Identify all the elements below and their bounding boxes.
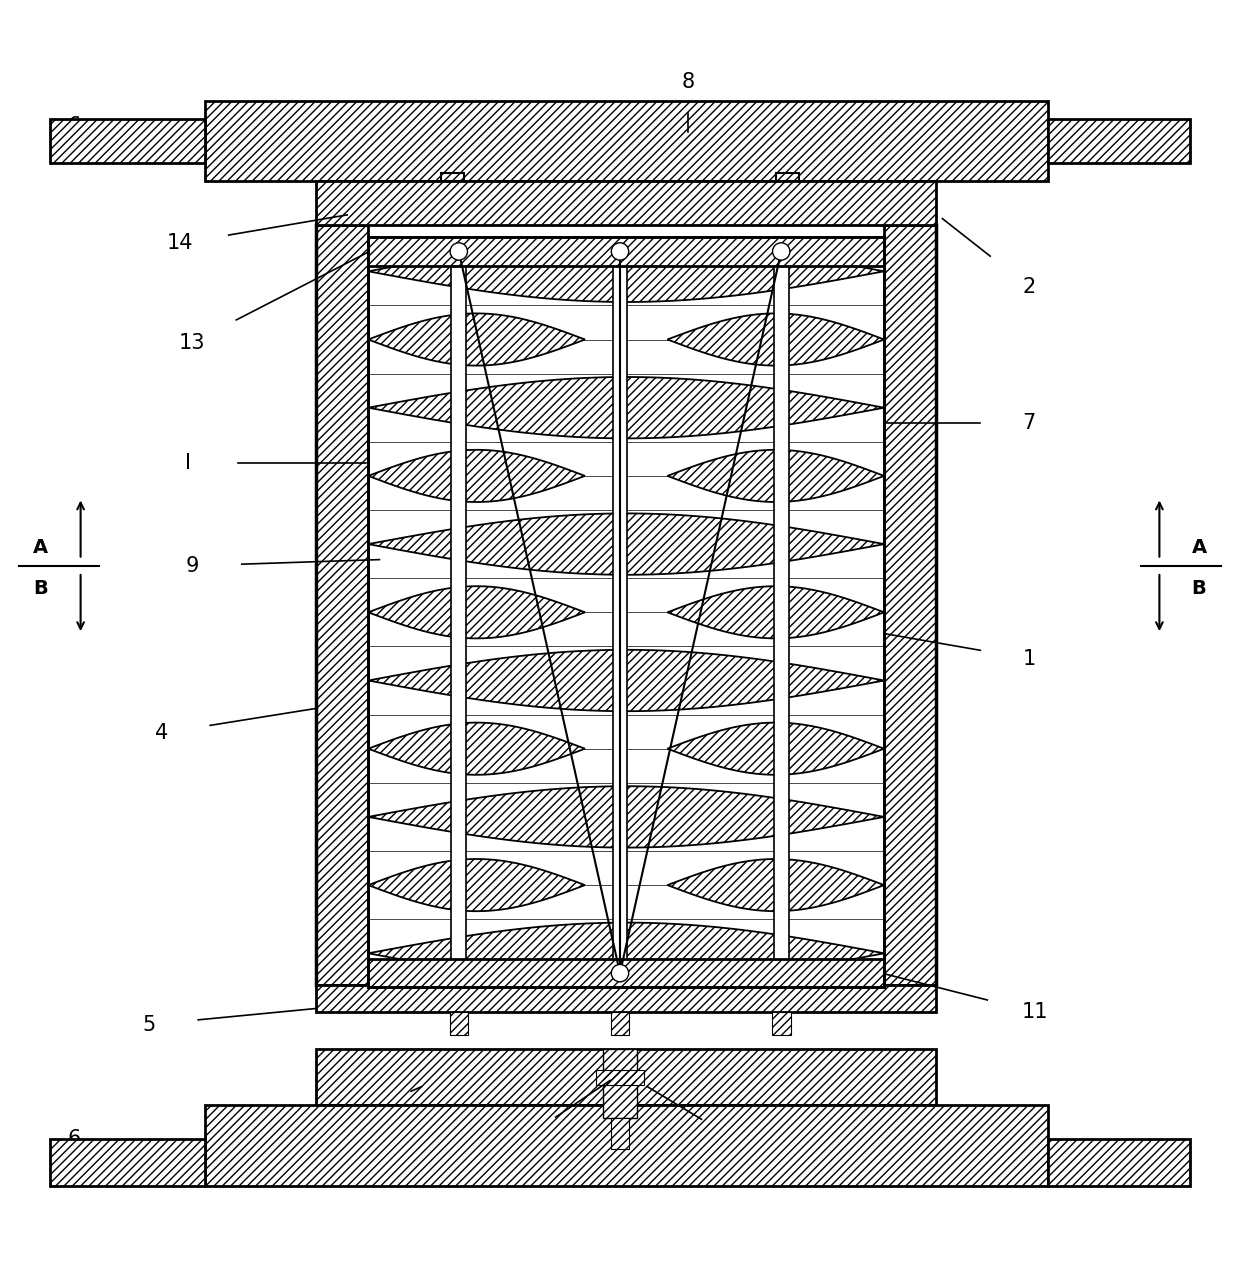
- Polygon shape: [368, 858, 585, 912]
- Bar: [316, 181, 936, 224]
- Bar: [776, 174, 799, 181]
- Text: 6: 6: [68, 1129, 81, 1149]
- Bar: [368, 237, 884, 266]
- Bar: [316, 224, 368, 985]
- Bar: [50, 1139, 205, 1186]
- Bar: [368, 959, 884, 988]
- Polygon shape: [368, 514, 884, 574]
- Bar: [771, 1012, 791, 1035]
- Bar: [771, 1012, 791, 1035]
- Polygon shape: [368, 450, 585, 502]
- Text: B: B: [33, 578, 48, 597]
- Polygon shape: [368, 241, 884, 302]
- Text: 15: 15: [501, 1135, 528, 1155]
- Bar: [603, 1050, 637, 1117]
- Polygon shape: [667, 313, 884, 365]
- Text: 13: 13: [179, 332, 206, 353]
- Text: 9: 9: [186, 555, 198, 576]
- Text: I: I: [186, 453, 191, 473]
- Text: 4: 4: [155, 723, 167, 743]
- Bar: [368, 959, 884, 988]
- Bar: [774, 237, 789, 988]
- Bar: [50, 119, 205, 162]
- Bar: [50, 119, 205, 162]
- Bar: [316, 1050, 936, 1106]
- Bar: [603, 1050, 637, 1117]
- Bar: [316, 985, 936, 1012]
- Text: 1: 1: [1023, 649, 1035, 668]
- Bar: [611, 1012, 629, 1035]
- Bar: [1048, 1139, 1190, 1186]
- Text: 6: 6: [68, 115, 81, 136]
- Text: A: A: [33, 538, 48, 557]
- Bar: [1048, 119, 1190, 162]
- Text: 2: 2: [1023, 276, 1035, 297]
- Text: A: A: [1192, 538, 1207, 557]
- Bar: [316, 224, 368, 985]
- Text: 5: 5: [143, 1014, 155, 1035]
- Bar: [441, 174, 464, 181]
- Bar: [884, 224, 936, 985]
- Polygon shape: [368, 313, 585, 365]
- Circle shape: [611, 242, 629, 260]
- Polygon shape: [368, 923, 884, 984]
- Bar: [595, 1070, 645, 1084]
- Polygon shape: [667, 586, 884, 638]
- Bar: [611, 1117, 629, 1149]
- Text: II: II: [738, 1135, 750, 1155]
- Bar: [1048, 119, 1190, 162]
- Circle shape: [450, 242, 467, 260]
- Text: 3: 3: [360, 1102, 372, 1121]
- Text: 8: 8: [682, 72, 694, 93]
- Bar: [1048, 1139, 1190, 1186]
- Bar: [368, 237, 884, 988]
- Bar: [613, 237, 627, 988]
- Bar: [776, 174, 799, 181]
- Bar: [316, 985, 936, 1012]
- Bar: [50, 1139, 205, 1186]
- Polygon shape: [368, 377, 884, 439]
- Bar: [449, 1012, 469, 1035]
- Polygon shape: [667, 858, 884, 912]
- Bar: [205, 100, 1048, 181]
- Polygon shape: [368, 723, 585, 775]
- Bar: [611, 1012, 629, 1035]
- Text: 11: 11: [1022, 1002, 1049, 1022]
- Bar: [316, 181, 936, 224]
- Bar: [449, 1012, 469, 1035]
- Bar: [368, 237, 884, 266]
- Bar: [316, 1050, 936, 1106]
- Text: 14: 14: [166, 233, 193, 254]
- Bar: [451, 237, 466, 988]
- Polygon shape: [368, 786, 884, 847]
- Bar: [595, 1070, 645, 1084]
- Text: 7: 7: [1023, 413, 1035, 434]
- Bar: [884, 224, 936, 985]
- Bar: [611, 1117, 629, 1149]
- Polygon shape: [368, 586, 585, 638]
- Bar: [205, 100, 1048, 181]
- Circle shape: [611, 965, 629, 981]
- Bar: [441, 174, 464, 181]
- Bar: [205, 1106, 1048, 1186]
- Polygon shape: [368, 649, 884, 711]
- Bar: [205, 1106, 1048, 1186]
- Polygon shape: [667, 450, 884, 502]
- Text: B: B: [1192, 578, 1207, 597]
- Polygon shape: [667, 723, 884, 775]
- Circle shape: [773, 242, 790, 260]
